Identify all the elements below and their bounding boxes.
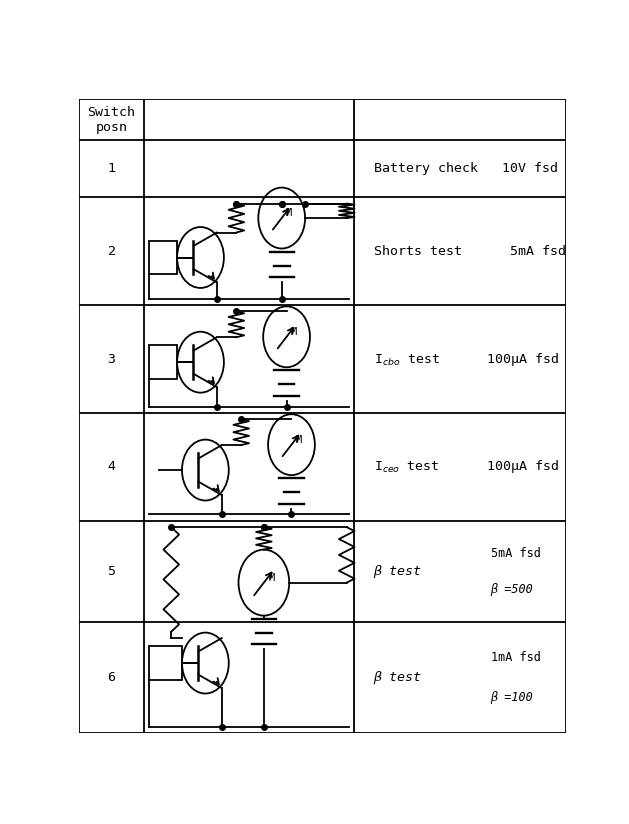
- Text: M: M: [291, 327, 297, 337]
- Text: Shorts test      5mA fsd: Shorts test 5mA fsd: [374, 245, 565, 258]
- Text: M: M: [286, 208, 292, 218]
- Text: M: M: [269, 573, 275, 583]
- Text: 1mA fsd: 1mA fsd: [491, 651, 540, 664]
- Text: β test: β test: [374, 565, 421, 578]
- Text: I$_{cbo}$ test      100μA fsd: I$_{cbo}$ test 100μA fsd: [374, 350, 559, 368]
- Text: 2: 2: [108, 245, 116, 258]
- Text: 1: 1: [108, 162, 116, 176]
- Text: β =100: β =100: [491, 691, 533, 705]
- Text: I$_{ceo}$ test      100μA fsd: I$_{ceo}$ test 100μA fsd: [374, 458, 559, 475]
- Text: 5mA fsd: 5mA fsd: [491, 547, 540, 559]
- Text: β test: β test: [374, 672, 421, 685]
- Text: β =500: β =500: [491, 583, 533, 597]
- Text: 6: 6: [108, 672, 116, 685]
- Text: 4: 4: [108, 461, 116, 473]
- Text: 3: 3: [108, 353, 116, 366]
- Text: Battery check   10V fsd: Battery check 10V fsd: [374, 162, 557, 176]
- Text: Switch
posn: Switch posn: [87, 105, 135, 133]
- Text: 5: 5: [108, 565, 116, 578]
- Text: M: M: [296, 435, 302, 445]
